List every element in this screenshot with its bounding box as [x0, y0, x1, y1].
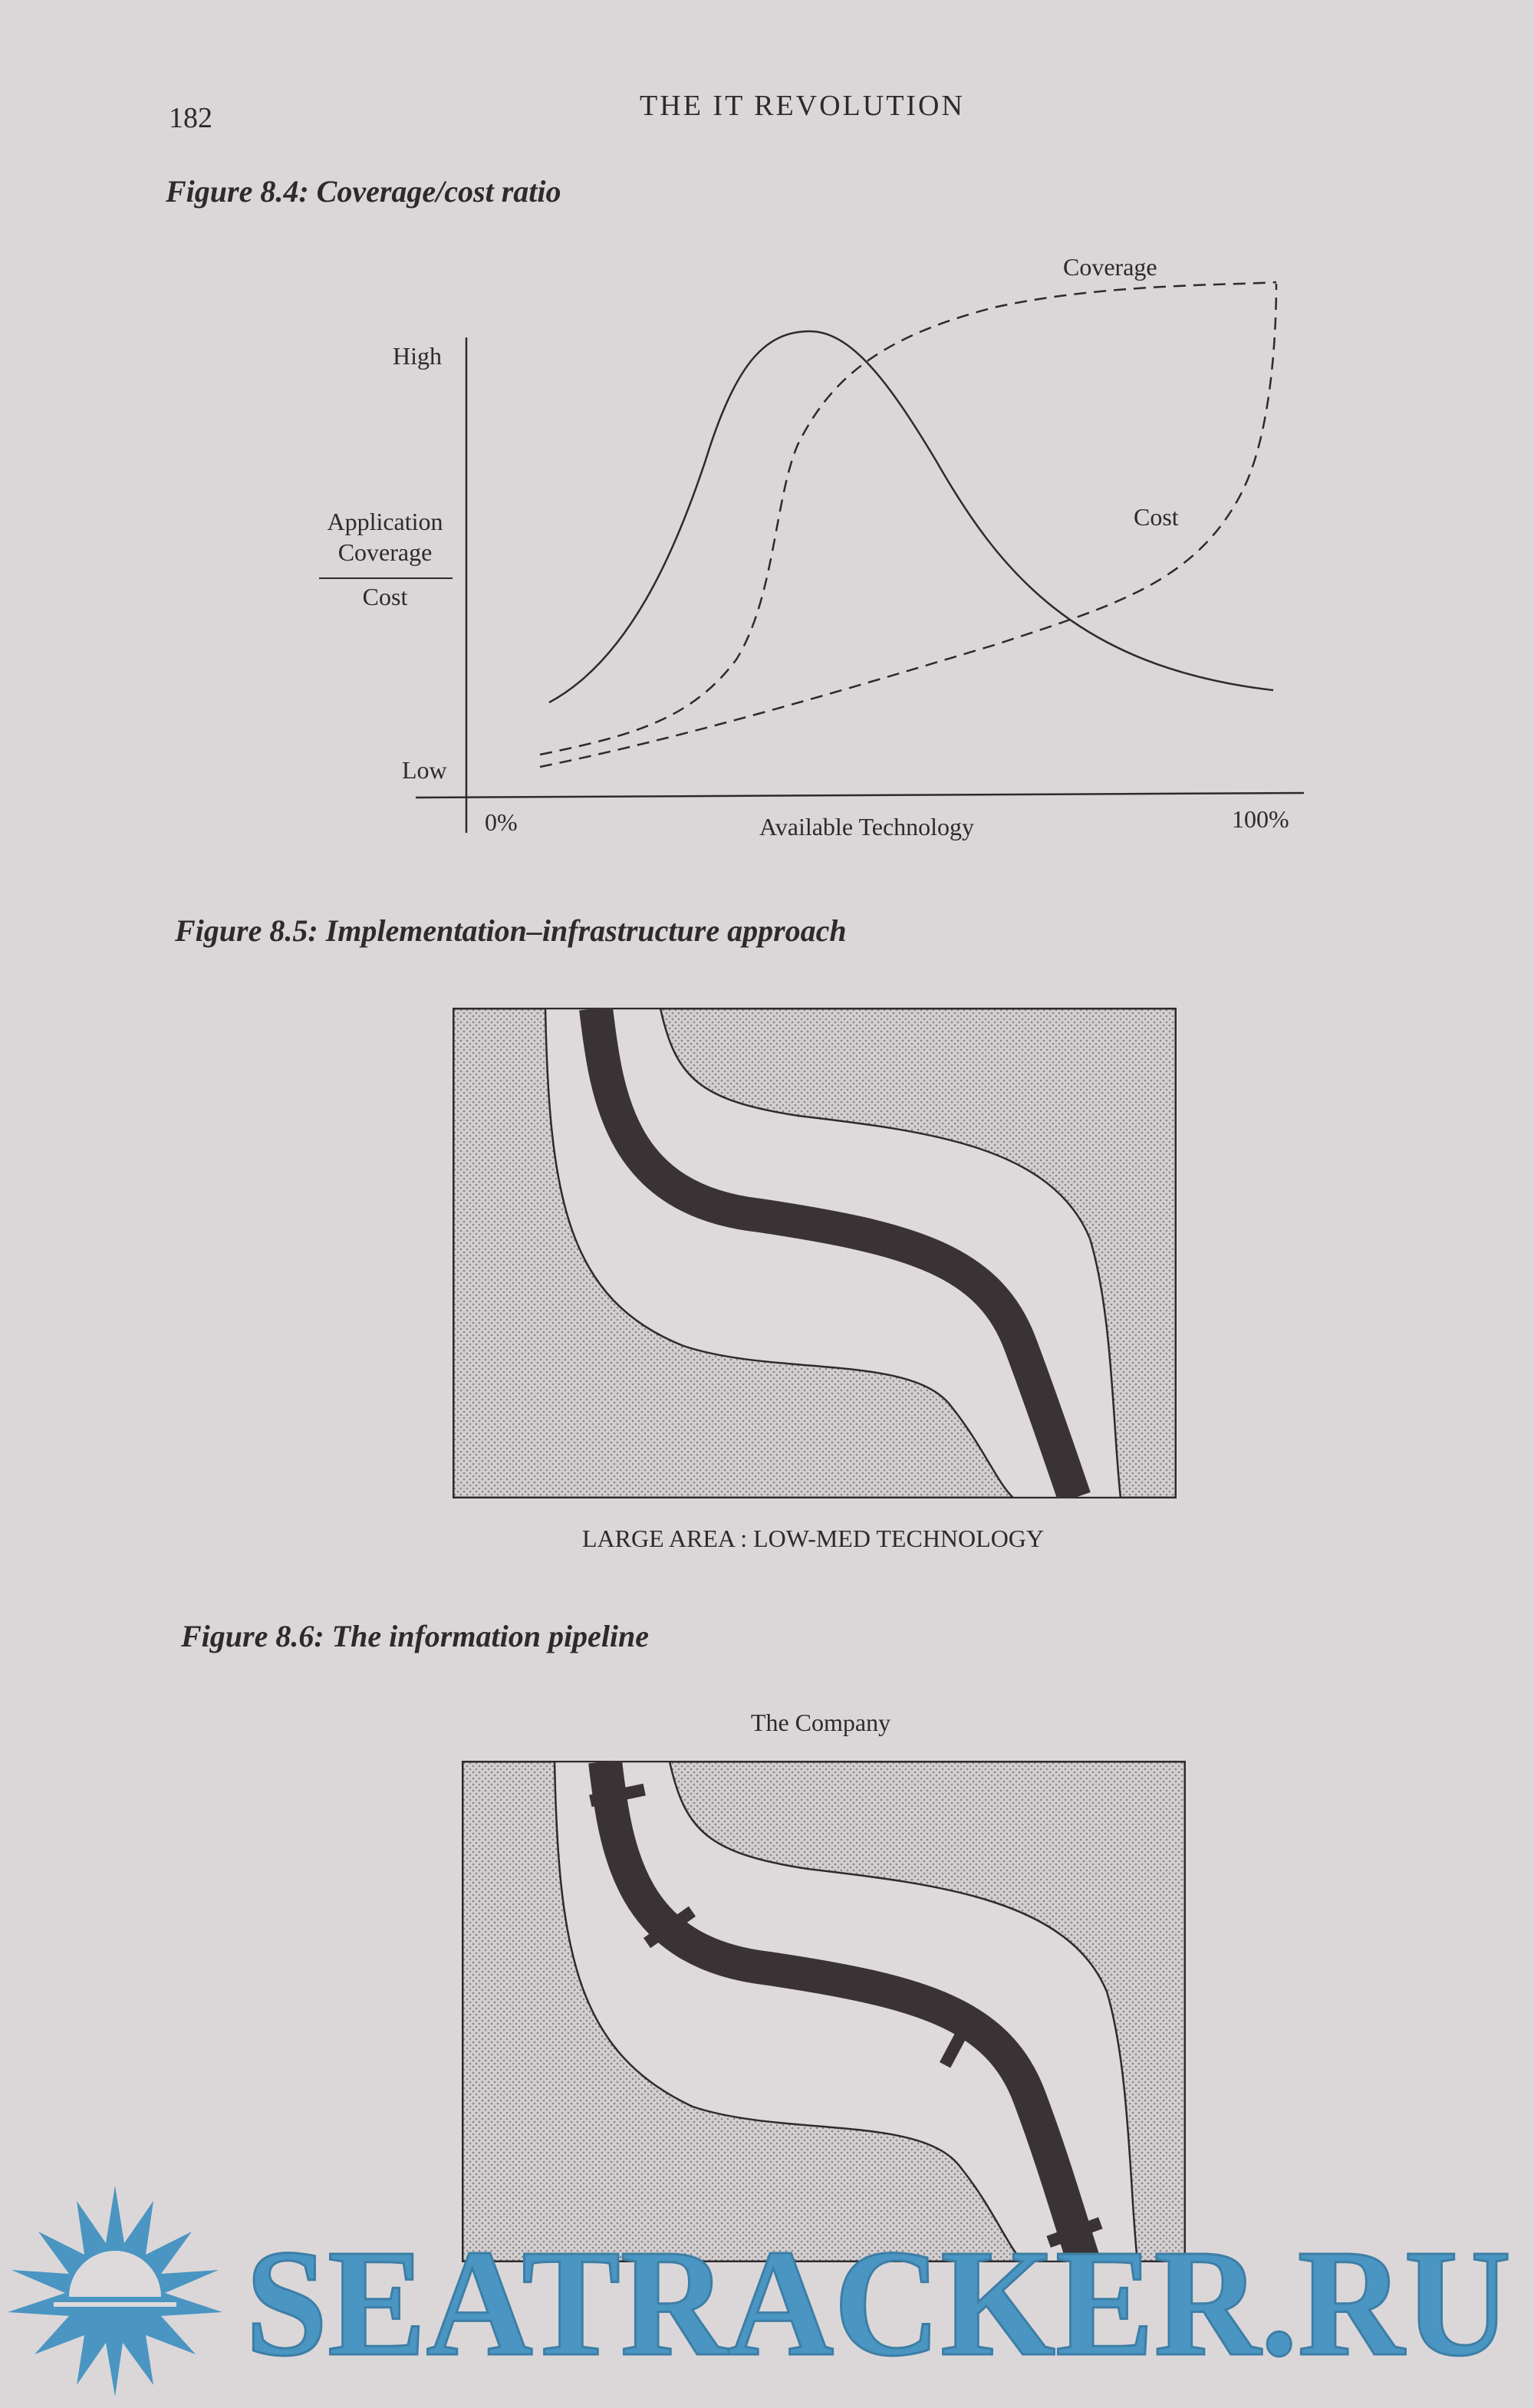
coverage-curve-label: Coverage	[1063, 253, 1157, 281]
running-title: THE IT REVOLUTION	[640, 90, 965, 122]
implementation-diagram	[453, 1008, 1177, 1498]
page-number: 182	[169, 102, 212, 134]
watermark-text: SEATRACKER.RU	[245, 2219, 1511, 2388]
coupling-icon	[1046, 2217, 1103, 2248]
cost-curve	[539, 283, 1278, 768]
fraction-bar	[319, 577, 453, 579]
pipe-couplings	[589, 1783, 1103, 2248]
x-start-label: 0%	[485, 808, 518, 836]
company-label: The Company	[750, 1709, 891, 1736]
watermark-logo: SEATRACKER.RU	[8, 2186, 1513, 2396]
y-label-numerator-2: Coverage	[337, 538, 433, 566]
figure-8-6-caption: Figure 8.6: The information pipeline	[181, 1619, 650, 1653]
x-end-label: 100%	[1232, 805, 1289, 833]
y-label-denominator: Cost	[362, 583, 408, 610]
cost-curve-label: Cost	[1134, 503, 1179, 531]
pipe	[579, 1008, 1091, 1498]
x-axis-label: Available Technology	[759, 813, 975, 840]
sun-icon	[8, 2186, 222, 2396]
coupling-icon	[589, 1783, 646, 1808]
figure-8-4-caption: Figure 8.4: Coverage/cost ratio	[166, 174, 561, 209]
y-label-numerator-1: Application	[327, 508, 443, 535]
s-band	[553, 1761, 1139, 2262]
coupling-icon	[643, 1906, 696, 1949]
coupling-icon	[940, 2013, 976, 2068]
s-band	[544, 1008, 1122, 1498]
y-low-label: Low	[402, 756, 447, 784]
figure-8-5-label: LARGE AREA : LOW-MED TECHNOLOGY	[581, 1525, 1045, 1552]
y-high-label: High	[393, 342, 442, 370]
x-axis	[415, 791, 1305, 799]
chart-curves	[415, 281, 1305, 833]
pipe	[588, 1761, 1100, 2262]
figure-8-5-caption: Figure 8.5: Implementation–infrastructur…	[175, 913, 847, 948]
pipeline-diagram	[462, 1761, 1186, 2262]
coverage-curve	[539, 281, 1277, 756]
ratio-curve	[548, 330, 1274, 704]
